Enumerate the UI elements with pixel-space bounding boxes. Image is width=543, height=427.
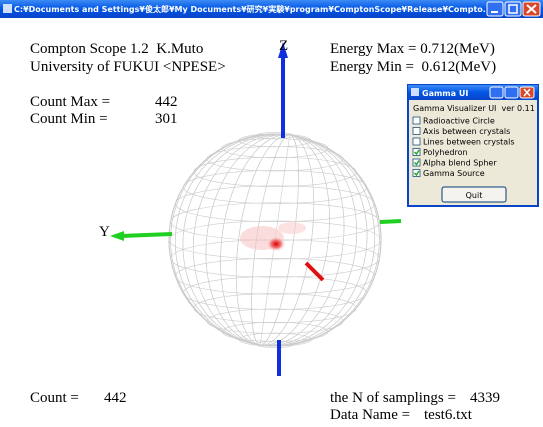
checkbox-label: Lines between crystals [423,138,515,147]
samplings-label: the N of samplings = [330,390,456,406]
z-label: Z [279,38,288,54]
dialog-minimize[interactable] [490,87,503,98]
dialog-maximize[interactable] [505,87,518,98]
y-label: Y [99,224,110,240]
data-name-value: test6.txt [424,407,473,423]
checkbox[interactable] [413,128,420,135]
dialog-title: Gamma UI [422,89,468,98]
checkbox-label: Gamma Source [423,169,485,178]
samplings-value: 4339 [470,390,500,406]
checkbox-label: Radioactive Circle [423,117,495,126]
checkbox-label: Polyhedron [423,148,468,157]
count-max-value: 442 [155,94,178,110]
app-name: Compton Scope 1.2 K.Muto [30,41,203,57]
heat-spot [278,222,306,234]
count-min-label: Count Min = [30,111,108,127]
maximize-button[interactable] [505,2,521,16]
y-axis [122,234,172,236]
count-value: 442 [104,390,127,406]
gamma-ui-dialog: Gamma UI Gamma Visualizer UI ver 0.11 Ra… [408,85,538,206]
y-axis [380,221,401,222]
count-min-value: 301 [155,111,178,127]
app-window: C:¥Documents and Settings¥俊太郎¥My Documen… [0,0,543,427]
count-max-label: Count Max = [30,94,110,110]
affiliation: University of FUKUI <NPESE> [30,59,226,75]
data-name-label: Data Name = [330,407,410,423]
window-title: C:¥Documents and Settings¥俊太郎¥My Documen… [14,4,492,14]
gamma-source [266,236,286,252]
minimize-button[interactable] [487,2,503,16]
quit-label: Quit [466,191,483,200]
window-icon [3,4,12,13]
energy-max: Energy Max = 0.712(MeV) [330,41,495,57]
checkbox-label: Alpha blend Spher [423,159,497,168]
dialog-caption: Gamma Visualizer UI ver 0.11 [413,104,535,113]
count-label: Count = [30,390,79,406]
checkbox[interactable] [413,138,420,145]
checkbox-label: Axis between crystals [423,127,510,136]
checkbox[interactable] [413,117,420,124]
energy-min: Energy Min = 0.612(MeV) [330,59,496,75]
